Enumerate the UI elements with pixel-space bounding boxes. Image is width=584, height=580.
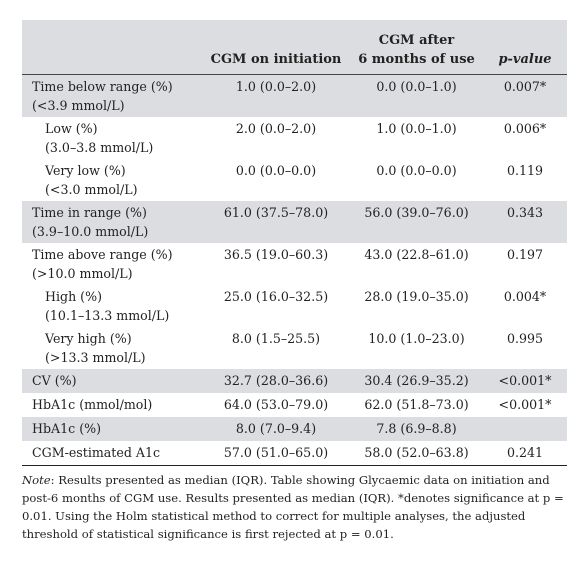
row-label: Time in range (%) (3.9–10.0 mmol/L) <box>22 200 202 243</box>
cell-initiation: 2.0 (0.0–2.0) <box>235 120 317 136</box>
cell-initiation: 64.0 (53.0–79.0) <box>223 396 329 412</box>
table-row: High (%) (10.1–13.3 mmol/L) 25.0 (16.0–3… <box>22 285 567 327</box>
cell-initiation: 8.0 (7.0–9.4) <box>202 416 350 441</box>
cell-p-value: 0.241 <box>483 440 567 466</box>
cell-initiation: 1.0 (0.0–2.0) <box>202 74 350 117</box>
cell-initiation: 25.0 (16.0–32.5) <box>223 288 329 304</box>
cell-p-value <box>483 416 567 441</box>
table-row: HbA1c (mmol/mol) 64.0 (53.0–79.0) 62.0 (… <box>22 393 567 417</box>
table-row: HbA1c (%) 8.0 (7.0–9.4) 7.8 (6.9–8.8) <box>22 416 567 441</box>
table-footnote: Note: Results presented as median (IQR).… <box>22 471 567 543</box>
cell-after: 1.0 (0.0–1.0) <box>376 120 457 136</box>
footnote-text: : Results presented as median (IQR). Tab… <box>22 473 564 541</box>
cell-initiation: 32.7 (28.0–36.6) <box>202 368 350 393</box>
cell-p-value: 0.995 <box>506 330 544 346</box>
header-p-value: p-value <box>483 20 567 75</box>
cell-after: 58.0 (52.0–63.8) <box>350 440 483 466</box>
row-label: High (%) (10.1–13.3 mmol/L) <box>45 288 170 323</box>
row-label: Low (%) (3.0–3.8 mmol/L) <box>45 120 154 155</box>
row-label: Very high (%) (>13.3 mmol/L) <box>45 330 146 365</box>
row-label: CV (%) <box>22 368 202 393</box>
glycaemic-data-table: CGM on initiation CGM after 6 months of … <box>22 20 567 466</box>
cell-initiation: 57.0 (51.0–65.0) <box>202 440 350 466</box>
cell-initiation: 36.5 (19.0–60.3) <box>223 246 329 262</box>
row-label: Very low (%) (<3.0 mmol/L) <box>45 162 138 197</box>
header-label-column <box>22 20 202 75</box>
table-row: CV (%) 32.7 (28.0–36.6) 30.4 (26.9–35.2)… <box>22 368 567 393</box>
table-row: Time below range (%) (<3.9 mmol/L) 1.0 (… <box>22 74 567 117</box>
cell-after: 43.0 (22.8–61.0) <box>364 246 469 262</box>
header-cgm-after-6-months: CGM after 6 months of use <box>350 20 483 75</box>
table-row: Time above range (%) (>10.0 mmol/L) 36.5… <box>22 243 567 285</box>
row-label: HbA1c (%) <box>22 416 202 441</box>
cell-initiation: 8.0 (1.5–25.5) <box>231 330 321 346</box>
results-table-container: CGM on initiation CGM after 6 months of … <box>22 20 567 466</box>
cell-after: 7.8 (6.9–8.8) <box>350 416 483 441</box>
row-label: HbA1c (mmol/mol) <box>32 396 153 412</box>
row-label: Time above range (%) (>10.0 mmol/L) <box>32 246 173 281</box>
cell-p-value: 0.004* <box>503 288 547 304</box>
cell-after: 56.0 (39.0–76.0) <box>350 200 483 243</box>
cell-after: 30.4 (26.9–35.2) <box>350 368 483 393</box>
table-row: Very high (%) (>13.3 mmol/L) 8.0 (1.5–25… <box>22 327 567 369</box>
table-row: CGM-estimated A1c 57.0 (51.0–65.0) 58.0 … <box>22 440 567 466</box>
cell-p-value: 0.119 <box>506 162 544 178</box>
cell-after: 28.0 (19.0–35.0) <box>364 288 469 304</box>
table-header-row: CGM on initiation CGM after 6 months of … <box>22 20 567 75</box>
table-row: Low (%) (3.0–3.8 mmol/L) 2.0 (0.0–2.0) 1… <box>22 117 567 159</box>
cell-after: 0.0 (0.0–0.0) <box>376 162 457 178</box>
table-row: Very low (%) (<3.0 mmol/L) 0.0 (0.0–0.0)… <box>22 159 567 201</box>
table-row: Time in range (%) (3.9–10.0 mmol/L) 61.0… <box>22 200 567 243</box>
row-label: CGM-estimated A1c <box>22 440 202 466</box>
cell-p-value: <0.001* <box>483 368 567 393</box>
footnote-label: Note <box>22 473 51 487</box>
cell-after: 62.0 (51.8–73.0) <box>364 396 469 412</box>
header-cgm-initiation: CGM on initiation <box>202 20 350 75</box>
row-label: Time below range (%) (<3.9 mmol/L) <box>22 74 202 117</box>
cell-p-value: 0.007* <box>483 74 567 117</box>
cell-p-value: 0.197 <box>506 246 544 262</box>
cell-p-value: 0.343 <box>483 200 567 243</box>
cell-after: 0.0 (0.0–1.0) <box>350 74 483 117</box>
cell-after: 10.0 (1.0–23.0) <box>368 330 465 346</box>
cell-initiation: 61.0 (37.5–78.0) <box>202 200 350 243</box>
cell-p-value: 0.006* <box>503 120 547 136</box>
cell-p-value: <0.001* <box>498 396 552 412</box>
cell-initiation: 0.0 (0.0–0.0) <box>235 162 317 178</box>
